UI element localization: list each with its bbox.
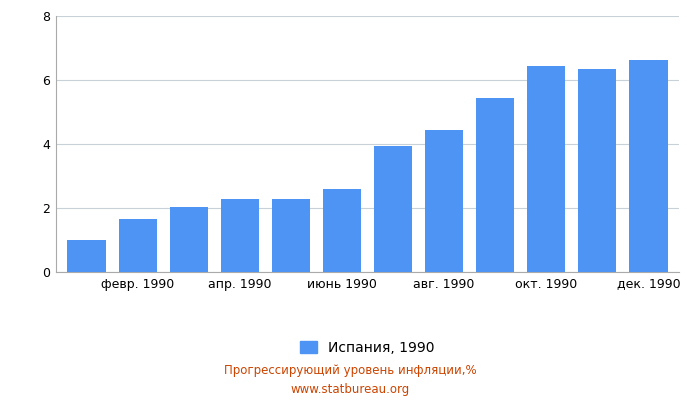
Text: Прогрессирующий уровень инфляции,%
www.statbureau.org: Прогрессирующий уровень инфляции,% www.s… [224, 364, 476, 396]
Bar [629, 60, 668, 272]
Bar [374, 146, 412, 272]
Bar [169, 207, 208, 272]
Bar [272, 199, 310, 272]
Bar [220, 199, 259, 272]
Bar [323, 189, 361, 272]
Bar [425, 130, 463, 272]
Bar [476, 98, 514, 272]
Bar [578, 69, 617, 272]
Bar [67, 240, 106, 272]
Bar [118, 219, 157, 272]
Legend: Испания, 1990: Испания, 1990 [295, 335, 440, 360]
Bar [527, 66, 566, 272]
